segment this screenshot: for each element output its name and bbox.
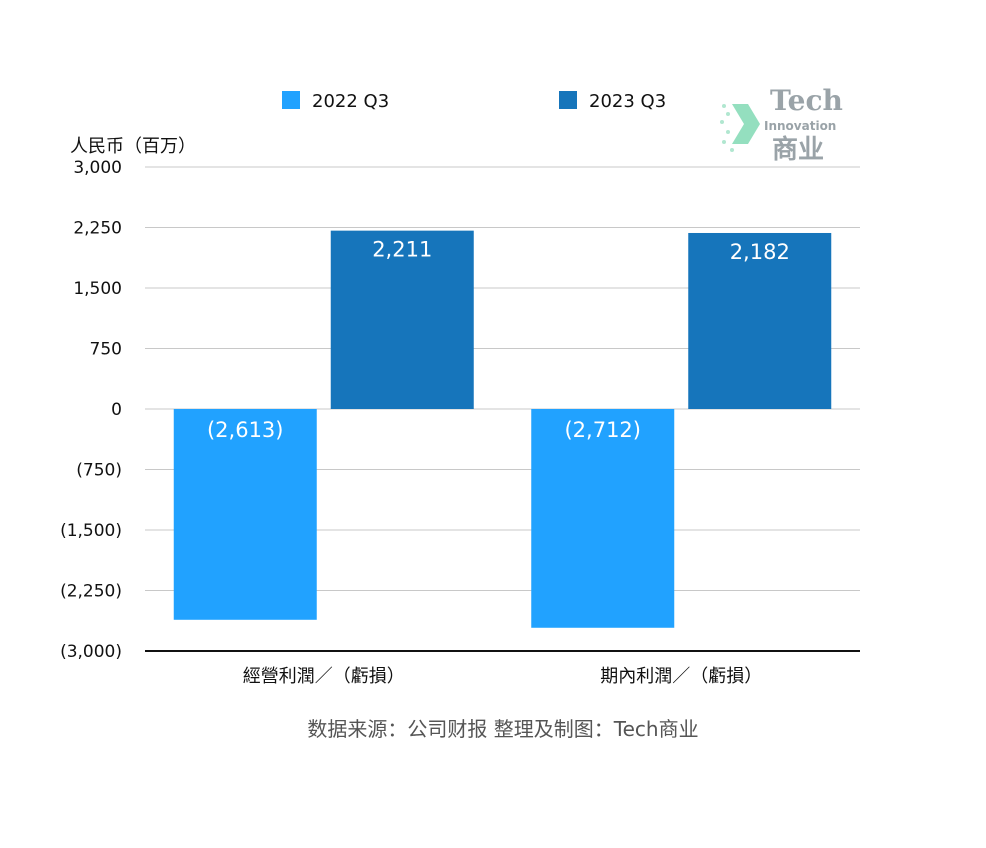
watermark-logo: Tech Innovation 商业 [720, 84, 843, 165]
y-tick-label: (750) [76, 461, 122, 481]
watermark-subtitle: Innovation [764, 119, 836, 133]
data-label: (2,613) [207, 418, 284, 442]
category-labels: 經營利潤／（虧損） 期內利潤／（虧損） [243, 666, 763, 687]
y-tick-label: 2,250 [73, 219, 122, 239]
y-tick-label: 1,500 [73, 279, 122, 299]
bar-2023-q3-0 [330, 230, 474, 409]
data-label: (2,712) [564, 418, 641, 442]
y-tick-label: (2,250) [60, 582, 122, 602]
legend-swatch [559, 91, 577, 109]
y-tick-label: 750 [90, 340, 122, 360]
watermark-title: Tech [770, 84, 843, 117]
watermark-chinese: 商业 [772, 134, 824, 165]
legend: 2022 Q3 2023 Q3 [282, 91, 666, 112]
y-tick-label: (3,000) [60, 642, 122, 662]
data-label: 2,182 [730, 240, 790, 264]
bar-2022-q3-0 [173, 409, 317, 620]
legend-label: 2023 Q3 [589, 91, 666, 112]
legend-swatch [282, 91, 300, 109]
chevron-logo-icon [720, 104, 760, 152]
category-label: 經營利潤／（虧損） [243, 666, 405, 687]
category-label: 期內利潤／（虧損） [600, 666, 762, 687]
y-axis-label: 人民币（百万） [70, 136, 196, 157]
bar-2023-q3-1 [688, 232, 832, 409]
y-axis-ticks: 3,000 2,250 1,500 750 0 (750) (1,500) (2,250) (3… [60, 158, 122, 662]
bar-2022-q3-1 [531, 409, 675, 628]
bars [173, 230, 832, 628]
y-tick-label: (1,500) [60, 521, 122, 541]
y-tick-label: 3,000 [73, 158, 122, 178]
legend-label: 2022 Q3 [312, 91, 389, 112]
source-note: 数据来源：公司财报 整理及制图：Tech商业 [307, 717, 698, 741]
data-labels: (2,613) 2,211 (2,712) 2,182 [207, 238, 790, 442]
data-label: 2,211 [372, 238, 432, 262]
y-tick-label: 0 [111, 400, 122, 420]
